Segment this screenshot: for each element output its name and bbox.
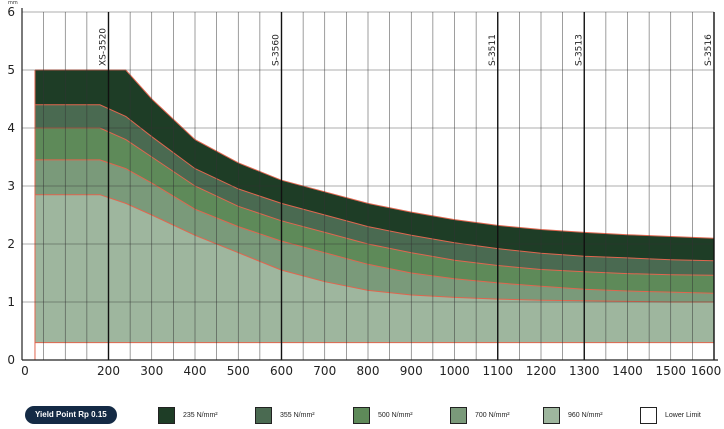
x-tick-label: 1100 (482, 364, 513, 378)
y-unit-label: mm (8, 0, 18, 6)
x-tick-label: 1000 (439, 364, 470, 378)
legend-swatch (543, 406, 560, 424)
legend-item: Lower Limit (640, 406, 701, 424)
legend-label: 235 N/mm² (183, 411, 218, 419)
y-tick-label: 4 (7, 121, 15, 135)
reference-label: S-3516 (704, 34, 714, 66)
legend-swatch (450, 406, 467, 424)
legend-label: Lower Limit (665, 411, 701, 419)
yield-point-badge: Yield Point Rp 0.15 (25, 406, 117, 424)
x-tick-label: 1400 (612, 364, 643, 378)
legend-label: 700 N/mm² (475, 411, 510, 419)
x-tick-label: 0 (21, 364, 29, 378)
x-tick-label: 1300 (569, 364, 600, 378)
legend-swatch (353, 406, 370, 424)
y-tick-label: 3 (7, 179, 15, 193)
x-tick-label: 600 (270, 364, 293, 378)
reference-label: XS-3520 (99, 28, 109, 66)
x-tick-label: 700 (313, 364, 336, 378)
x-tick-label: 1600 (691, 364, 722, 378)
legend-swatch (158, 406, 175, 424)
reference-label: S-3511 (488, 34, 498, 66)
legend-label: 355 N/mm² (280, 411, 315, 419)
legend-item: 500 N/mm² (353, 406, 413, 424)
x-tick-label: 1200 (526, 364, 557, 378)
legend-label: 960 N/mm² (568, 411, 603, 419)
legend-label: 500 N/mm² (378, 411, 413, 419)
area-960-n-mm (34, 194, 715, 360)
y-tick-label: 0 (7, 353, 15, 367)
y-tick-label: 5 (7, 63, 15, 77)
legend: Yield Point Rp 0.15 235 N/mm² 355 N/mm² … (0, 400, 724, 429)
legend-item: 700 N/mm² (450, 406, 510, 424)
y-tick-label: 2 (7, 237, 15, 251)
legend-item: 235 N/mm² (158, 406, 218, 424)
chart: XS-3520 S-3560 S-3511 S-3513 S-3516 01234560… (7, 0, 722, 378)
reference-label: S-3560 (272, 34, 282, 66)
reference-label: S-3513 (574, 34, 584, 66)
area-lower-limit (34, 342, 715, 360)
x-tick-label: 1500 (655, 364, 686, 378)
legend-item: 960 N/mm² (543, 406, 603, 424)
x-tick-label: 500 (227, 364, 250, 378)
x-tick-label: 300 (140, 364, 163, 378)
x-tick-label: 800 (357, 364, 380, 378)
y-tick-label: 1 (7, 295, 15, 309)
x-tick-label: 400 (184, 364, 207, 378)
legend-swatch (640, 406, 657, 424)
legend-item: 355 N/mm² (255, 406, 315, 424)
legend-swatch (255, 406, 272, 424)
x-tick-label: 200 (97, 364, 120, 378)
y-tick-label: 6 (7, 5, 15, 19)
x-tick-label: 900 (400, 364, 423, 378)
